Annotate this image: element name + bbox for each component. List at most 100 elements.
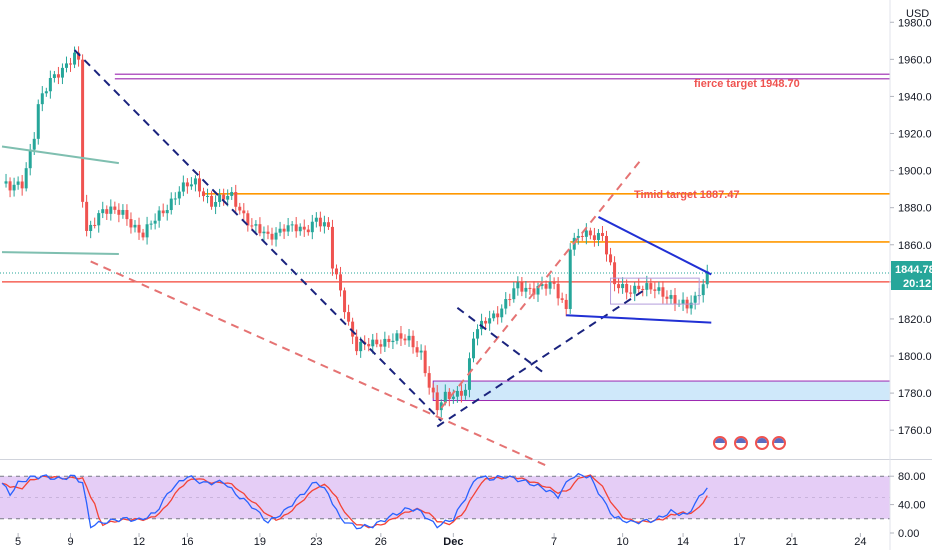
candle-body [153, 220, 157, 224]
candle-body [689, 302, 693, 309]
candle-body [347, 312, 351, 322]
candle-body [298, 226, 302, 232]
candle-body [181, 182, 185, 192]
candle-body [536, 285, 540, 295]
candle-body [226, 195, 230, 200]
candle-body [472, 338, 476, 359]
candle-body [52, 74, 56, 79]
candle-body [193, 178, 197, 185]
countdown: 20:12 [903, 278, 931, 290]
candle-body [234, 192, 238, 207]
candle-body [121, 209, 125, 215]
osc-tick-label: 0.00 [898, 528, 919, 540]
candle-body [359, 341, 363, 352]
time-tick-label: 26 [375, 536, 387, 548]
candle-body [81, 59, 85, 202]
candle-body [334, 268, 338, 275]
price-tick-label: 1800.00 [898, 351, 932, 363]
candle-body [431, 387, 435, 393]
trendline [1, 145, 120, 165]
event-marker-icon[interactable] [734, 436, 748, 450]
candle-body [367, 343, 371, 347]
candle-body [407, 335, 411, 341]
candle-body [544, 284, 548, 289]
candle-body [592, 235, 596, 240]
candle-body [375, 339, 379, 345]
candle-body [214, 202, 218, 207]
candle-body [69, 63, 73, 65]
candle-body [516, 282, 520, 289]
candle-body [28, 149, 32, 169]
candle-body [169, 198, 173, 211]
candle-body [36, 104, 40, 139]
time-tick-label: 19 [254, 536, 266, 548]
time-axis[interactable]: 5 9 12 16 19 23 26 Dec 7 10 14 17 21 24 [15, 533, 867, 548]
economic-events[interactable] [713, 436, 786, 450]
candle-body [64, 63, 68, 68]
last-price-tag: 1844.78 20:12 [891, 261, 932, 290]
timid-target-label: Timid target 1887.47 [634, 189, 740, 201]
candle-body [133, 224, 137, 228]
candle-body [552, 282, 556, 284]
candle-body [222, 194, 226, 200]
candle-body [508, 299, 512, 301]
candle-body [512, 288, 516, 300]
price-tick-label: 1940.00 [898, 91, 932, 103]
price-tick-label: 1820.00 [898, 314, 932, 326]
candle-body [4, 181, 8, 184]
candle-body [661, 287, 665, 297]
candle-body [246, 213, 250, 226]
candle-body [16, 181, 20, 185]
candle-body [641, 289, 645, 291]
candle-body [496, 313, 500, 318]
candle-body [113, 206, 117, 210]
event-marker-icon[interactable] [755, 436, 769, 450]
candle-body [665, 296, 669, 299]
candle-body [524, 287, 528, 292]
candle-body [24, 168, 28, 189]
candle-body [314, 217, 318, 222]
candle-body [383, 338, 387, 347]
price-tick-label: 1920.00 [898, 129, 932, 141]
time-tick-label: Dec [443, 536, 463, 548]
price-tick-label: 1880.00 [898, 203, 932, 215]
candle-body [290, 224, 294, 226]
candle-body [197, 178, 201, 192]
event-marker-icon[interactable] [772, 436, 786, 450]
candle-body [254, 224, 258, 226]
price-tick-label: 1780.00 [898, 388, 932, 400]
time-tick-label: 5 [15, 536, 21, 548]
candle-body [443, 391, 447, 403]
candle-body [403, 338, 407, 341]
time-tick-label: 17 [733, 536, 745, 548]
price-tick-label: 1860.00 [898, 240, 932, 252]
trendline [566, 314, 712, 324]
candle-body [576, 235, 580, 238]
candle-body [637, 285, 641, 290]
stoch-k-line [1, 472, 708, 530]
candle-body [609, 254, 613, 263]
candle-body [584, 230, 588, 237]
candle-body [532, 288, 536, 295]
candle-body [60, 67, 64, 78]
candle-body [621, 283, 625, 289]
candle-body [250, 225, 254, 227]
candle-body [262, 231, 266, 234]
candle-body [101, 209, 105, 214]
candle-body [556, 283, 560, 299]
candle-body [173, 198, 177, 200]
candle-body [568, 249, 572, 309]
event-marker-icon[interactable] [713, 436, 727, 450]
candle-body [125, 209, 129, 220]
candle-body [504, 299, 508, 309]
price-tick-label: 1960.00 [898, 54, 932, 66]
consolidation-box [610, 277, 700, 305]
trendline [73, 49, 442, 422]
time-tick-label: 16 [181, 536, 193, 548]
time-tick-label: 10 [616, 536, 628, 548]
candle-body [476, 329, 480, 339]
osc-tick-label: 40.00 [898, 500, 926, 512]
candle-body [645, 283, 649, 290]
